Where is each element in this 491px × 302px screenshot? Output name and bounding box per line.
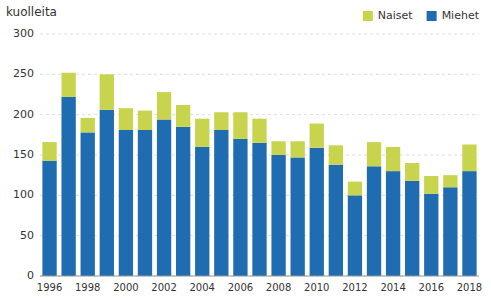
bar-segment <box>310 148 324 276</box>
y-tick-label: 250 <box>13 67 34 80</box>
bar-segment <box>81 132 95 276</box>
chart-svg: 0 50 100 150 200 250 300 1996 1998 2000 2002 2004 20… <box>0 0 491 302</box>
bar-segment <box>61 97 75 276</box>
grid <box>40 34 479 276</box>
bar-segment <box>81 118 95 133</box>
bar-segment <box>176 127 190 276</box>
bar-segment <box>462 145 476 172</box>
y-axis-label: kuolleita <box>6 5 57 19</box>
legend-swatch <box>363 11 373 21</box>
y-tick-label: 150 <box>13 148 34 161</box>
bar-segment <box>42 161 56 276</box>
bar-segment <box>233 139 247 276</box>
x-tick-label: 2016 <box>419 282 444 293</box>
bar-segment <box>348 195 362 276</box>
legend-label: Miehet <box>442 9 480 22</box>
bar-segment <box>405 163 419 181</box>
x-tick-label: 1996 <box>37 282 62 293</box>
bar-segment <box>138 130 152 276</box>
bar-segment <box>424 176 438 194</box>
bar-segment <box>405 181 419 276</box>
bar-segment <box>100 74 114 109</box>
bar-segment <box>157 120 171 276</box>
bar-segment <box>329 145 343 164</box>
x-tick-label: 2018 <box>457 282 482 293</box>
bar-segment <box>195 119 209 147</box>
x-tick-label: 2010 <box>304 282 329 293</box>
x-tick-label: 2012 <box>342 282 367 293</box>
legend: Naiset Miehet <box>363 9 480 22</box>
bar-segment <box>233 112 247 139</box>
bar-segment <box>119 108 133 130</box>
x-tick-label: 2006 <box>228 282 253 293</box>
bar-segment <box>252 143 266 276</box>
bar-segment <box>348 182 362 196</box>
legend-swatch <box>427 11 437 21</box>
bar-segment <box>138 111 152 130</box>
bar-segment <box>386 147 400 171</box>
bar-segment <box>367 166 381 276</box>
x-tick-label: 2014 <box>380 282 405 293</box>
y-tick-label: 100 <box>13 188 34 201</box>
bar-segment <box>271 141 285 155</box>
bar-segment <box>119 130 133 276</box>
bar-segment <box>462 171 476 276</box>
bar-segment <box>291 141 305 157</box>
bar-segment <box>214 112 228 130</box>
y-tick-label: 50 <box>20 229 34 242</box>
bar-segment <box>214 130 228 276</box>
x-tick-label: 2000 <box>113 282 138 293</box>
x-tick-label: 2008 <box>266 282 291 293</box>
y-tick-label: 200 <box>13 108 34 121</box>
bar-segment <box>329 165 343 276</box>
bar-segment <box>291 157 305 276</box>
bar-segment <box>367 142 381 166</box>
x-tick-label: 1998 <box>75 282 100 293</box>
bar-segment <box>42 142 56 161</box>
bar-segment <box>443 187 457 276</box>
bar-segment <box>176 105 190 127</box>
x-tick-label: 2002 <box>151 282 176 293</box>
x-tick-label: 2004 <box>190 282 215 293</box>
x-axis-line <box>40 276 479 277</box>
grid-line <box>40 34 479 35</box>
y-tick-label: 0 <box>27 269 34 282</box>
bars <box>42 73 476 276</box>
y-tick-label: 300 <box>13 27 34 40</box>
bar-segment <box>61 73 75 97</box>
grid-line <box>40 276 479 277</box>
bar-segment <box>443 175 457 187</box>
legend-label: Naiset <box>378 9 414 22</box>
bar-segment <box>271 155 285 276</box>
bar-segment <box>195 147 209 276</box>
bar-segment <box>157 92 171 119</box>
bar-segment <box>252 119 266 143</box>
bar-segment <box>424 194 438 276</box>
chart-container: 0 50 100 150 200 250 300 1996 1998 2000 2002 2004 20… <box>0 0 491 302</box>
bar-segment <box>386 171 400 276</box>
bar-segment <box>100 110 114 276</box>
bar-segment <box>310 124 324 148</box>
